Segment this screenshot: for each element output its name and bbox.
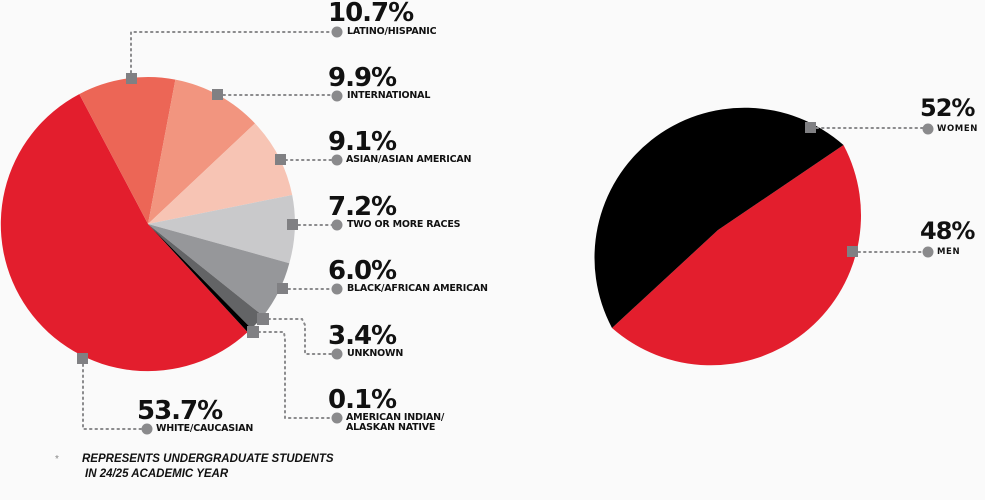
slice-two-or-more bbox=[148, 195, 295, 264]
label-pct: 10.7% bbox=[328, 0, 414, 28]
label-black-text: BLACK/AFRICAN AMERICAN bbox=[347, 283, 488, 294]
label-men-text: MEN bbox=[937, 247, 961, 257]
slice-latino bbox=[79, 77, 176, 224]
slice-asian bbox=[148, 123, 293, 224]
slice-international bbox=[148, 79, 255, 224]
label-unknown-pct: 3.4% bbox=[328, 321, 397, 351]
slice-white bbox=[0, 94, 248, 372]
label-american-indian-text: AMERICAN INDIAN/ ALASKAN NATIVE bbox=[346, 413, 444, 433]
label-latino: 10.7% bbox=[328, 0, 414, 28]
footnote-line-2: IN 24/25 ACADEMIC YEAR bbox=[85, 468, 229, 480]
slice-women bbox=[594, 107, 844, 328]
label-asian-text: ASIAN/ASIAN AMERICAN bbox=[346, 154, 472, 165]
label-asian-pct: 9.1% bbox=[328, 127, 397, 157]
gender-pie bbox=[594, 107, 861, 366]
label-black-pct: 6.0% bbox=[328, 256, 397, 286]
label-unknown-text: UNKNOWN bbox=[347, 348, 404, 359]
label-women-pct: 52% bbox=[920, 94, 975, 122]
ethnicity-pie bbox=[0, 77, 295, 372]
label-international-pct: 9.9% bbox=[328, 63, 397, 93]
connector-lines bbox=[82, 31, 928, 430]
slice-american-indian bbox=[148, 224, 252, 333]
footnote-line-1: REPRESENTS UNDERGRADUATE STUDENTS bbox=[82, 453, 334, 465]
label-white-text: WHITE/CAUCASIAN bbox=[156, 423, 254, 434]
label-two-or-more-text: TWO OR MORE RACES bbox=[347, 219, 461, 230]
label-american-indian-pct: 0.1% bbox=[328, 385, 397, 415]
label-line-2: ALASKAN NATIVE bbox=[346, 422, 436, 433]
label-women-text: WOMEN bbox=[937, 124, 978, 134]
label-two-or-more-pct: 7.2% bbox=[328, 192, 397, 222]
slice-unknown bbox=[148, 224, 264, 329]
label-line-1: AMERICAN INDIAN/ bbox=[346, 412, 445, 423]
slice-black bbox=[148, 224, 290, 316]
slice-markers bbox=[77, 73, 858, 364]
label-dots bbox=[141, 26, 934, 435]
footnote: * REPRESENTS UNDERGRADUATE STUDENTS IN 2… bbox=[55, 452, 334, 482]
footnote-marker: * bbox=[55, 454, 59, 465]
label-international-text: INTERNATIONAL bbox=[347, 90, 431, 101]
label-white-pct: 53.7% bbox=[137, 396, 223, 426]
label-latino-text: LATINO/HISPANIC bbox=[347, 26, 437, 37]
label-men-pct: 48% bbox=[920, 217, 975, 245]
slice-men bbox=[612, 145, 861, 366]
